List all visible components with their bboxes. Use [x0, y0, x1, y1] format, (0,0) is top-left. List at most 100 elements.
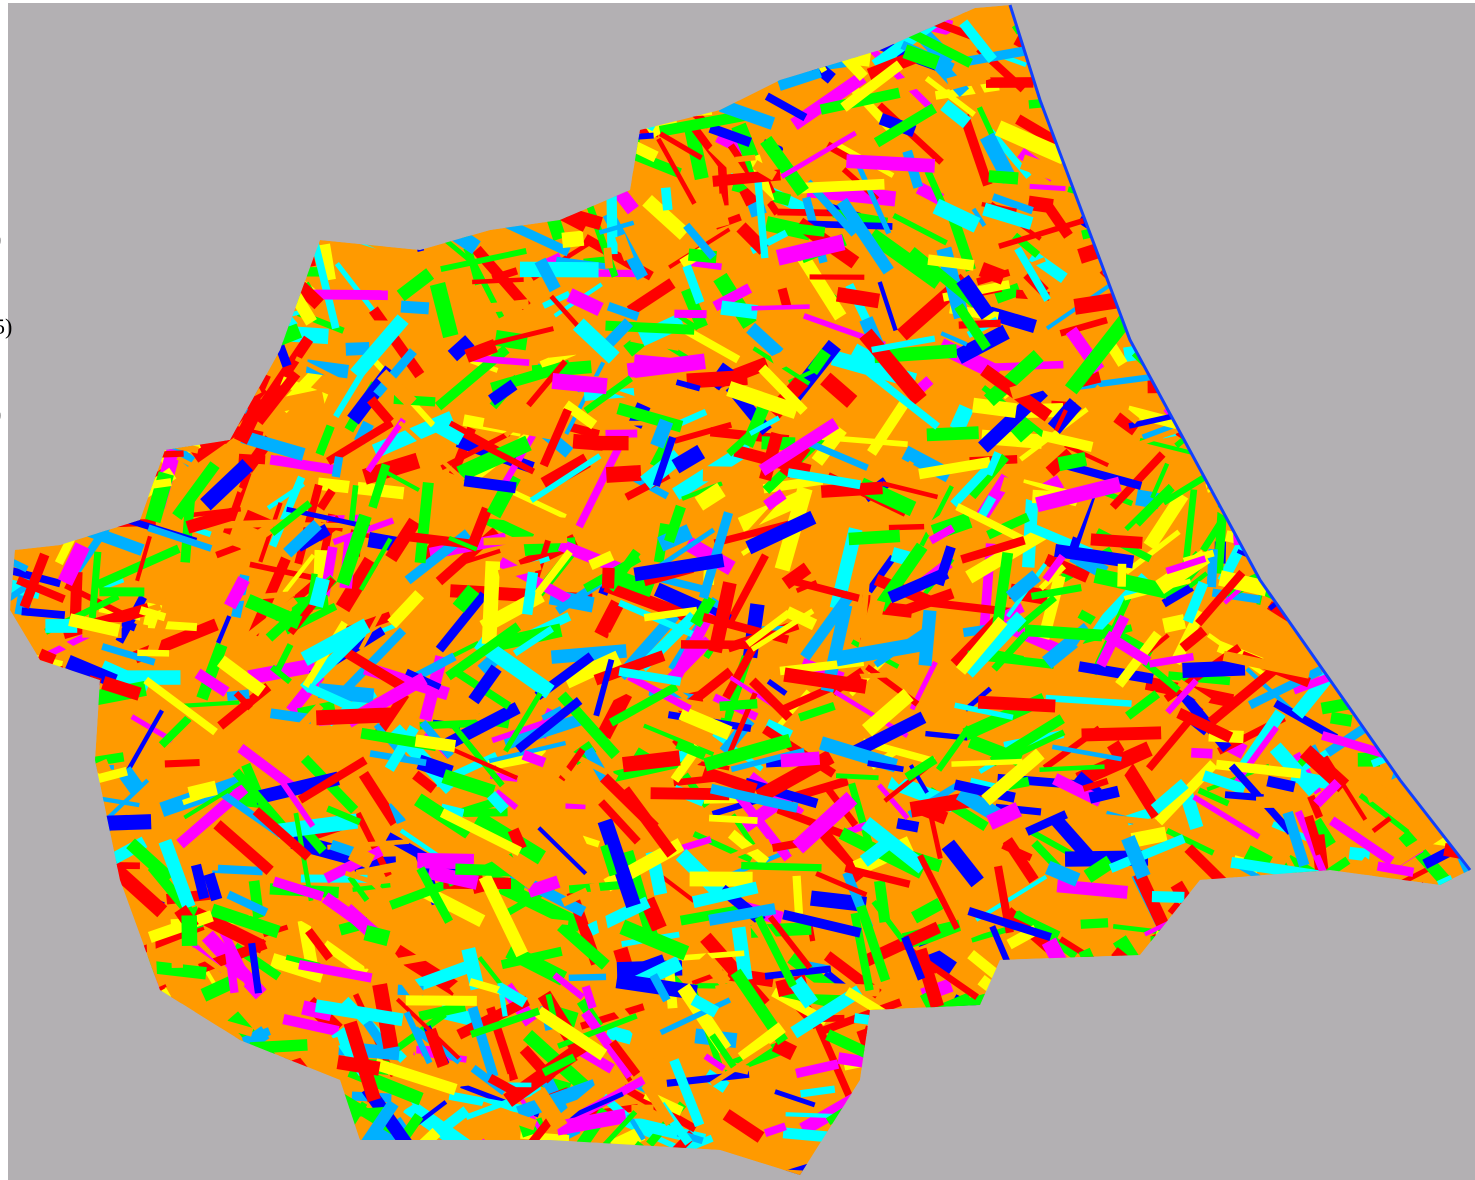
aspect-stripe: [192, 1011, 254, 1037]
aspect-stripe: [400, 300, 430, 315]
aspect-stripe: [540, 453, 591, 492]
aspect-stripe: [297, 919, 319, 972]
aspect-stripe: [515, 697, 583, 753]
aspect-stripe: [549, 1078, 609, 1130]
aspect-stripe: [447, 335, 475, 362]
aspect-stripe: [581, 1009, 635, 1079]
aspect-stripe: [382, 469, 420, 492]
aspect-stripe: [555, 1108, 627, 1136]
aspect-stripe: [494, 789, 519, 810]
aspect-stripe: [865, 554, 897, 594]
aspect-stripe: [283, 519, 322, 558]
aspect-stripe: [361, 944, 379, 969]
aspect-stripe: [1025, 810, 1068, 836]
aspect-stripe: [960, 536, 1026, 564]
aspect-stripe: [691, 881, 759, 909]
aspect-stripe: [1181, 489, 1198, 575]
aspect-stripe: [598, 220, 635, 235]
aspect-stripe: [388, 800, 406, 825]
aspect-stripe: [1042, 553, 1066, 582]
aspect-stripe: [526, 875, 561, 898]
aspect-stripe: [19, 552, 50, 609]
aspect-stripe: [656, 137, 697, 205]
aspect-stripe: [1376, 861, 1415, 877]
aspect-stripe: [690, 994, 720, 1018]
aspect-stripe: [419, 655, 448, 722]
aspect-stripe: [1092, 384, 1140, 425]
aspect-stripe: [1029, 183, 1066, 192]
aspect-stripe: [491, 267, 519, 283]
aspect-stripe: [673, 773, 726, 787]
aspect-stripe: [760, 135, 809, 197]
aspect-stripe: [840, 60, 904, 112]
aspect-stripe: [478, 873, 529, 958]
aspect-stripe: [984, 451, 1002, 477]
aspect-stripe: [663, 504, 686, 544]
aspect-stripe: [861, 816, 928, 874]
aspect-stripe: [254, 370, 301, 425]
aspect-stripe: [1045, 694, 1132, 707]
aspect-stripe: [856, 904, 891, 983]
aspect-stripe: [1090, 533, 1143, 549]
aspect-stripe: [750, 608, 815, 652]
aspect-stripe: [950, 464, 992, 508]
aspect-stripe: [1328, 816, 1395, 866]
aspect-stripe: [1266, 775, 1296, 793]
aspect-stripe: [350, 314, 409, 380]
legend-fragment: 5): [0, 314, 12, 339]
aspect-stripe: [994, 120, 1068, 165]
aspect-stripe: [566, 288, 604, 317]
aspect-stripe: [1064, 443, 1110, 468]
aspect-stripe: [1188, 571, 1209, 589]
aspect-stripe: [398, 420, 466, 483]
aspect-stripe: [465, 506, 493, 553]
aspect-stripe: [726, 381, 799, 419]
aspect-stripe: [1134, 485, 1175, 527]
aspect-stripe: [305, 928, 333, 961]
aspect-stripe: [953, 779, 1016, 803]
aspect-stripe: [439, 808, 522, 856]
aspect-stripe: [751, 304, 810, 311]
aspect-stripe: [512, 625, 554, 657]
aspect-stripe: [317, 477, 405, 500]
aspect-stripe: [441, 1106, 470, 1132]
aspect-stripe: [594, 599, 625, 639]
aspect-stripe: [452, 797, 498, 820]
aspect-stripe: [244, 594, 303, 630]
aspect-stripe: [315, 707, 391, 726]
aspect-stripe: [649, 435, 672, 468]
aspect-stripe: [1371, 816, 1392, 834]
aspect-stripe: [940, 99, 972, 129]
aspect-stripe: [190, 863, 210, 900]
aspect-stripe: [461, 947, 485, 991]
aspect-stripe: [1117, 563, 1127, 587]
aspect-stripe: [809, 274, 865, 280]
aspect-stripe: [373, 1058, 458, 1096]
aspect-stripe: [963, 686, 993, 712]
aspect-stripe: [269, 953, 325, 983]
aspect-stripe: [1093, 567, 1170, 599]
legend-fragment: ): [0, 226, 1, 251]
aspect-stripe: [873, 542, 928, 612]
aspect-stripe: [703, 733, 792, 772]
aspect-stripe: [473, 811, 546, 865]
aspect-stripe: [927, 809, 943, 860]
aspect-stripe: [414, 481, 434, 564]
aspect-stripe: [326, 805, 362, 826]
aspect-stripe: [763, 1122, 787, 1137]
aspect-stripe: [362, 452, 421, 485]
aspect-stripe: [911, 897, 944, 924]
aspect-stripe: [237, 521, 276, 553]
aspect-stripe: [269, 708, 312, 724]
aspect-stripe: [720, 300, 759, 320]
aspect-stripe: [539, 408, 572, 468]
aspect-stripe: [469, 1007, 541, 1038]
aspect-stripe: [57, 542, 90, 586]
aspect-stripe: [690, 595, 717, 628]
aspect-stripe: [1054, 409, 1068, 432]
aspect-stripe: [792, 875, 804, 915]
aspect-stripe: [1038, 564, 1067, 591]
aspect-stripe: [833, 689, 909, 738]
aspect-stripe: [534, 549, 573, 596]
aspect-stripe: [792, 791, 858, 854]
